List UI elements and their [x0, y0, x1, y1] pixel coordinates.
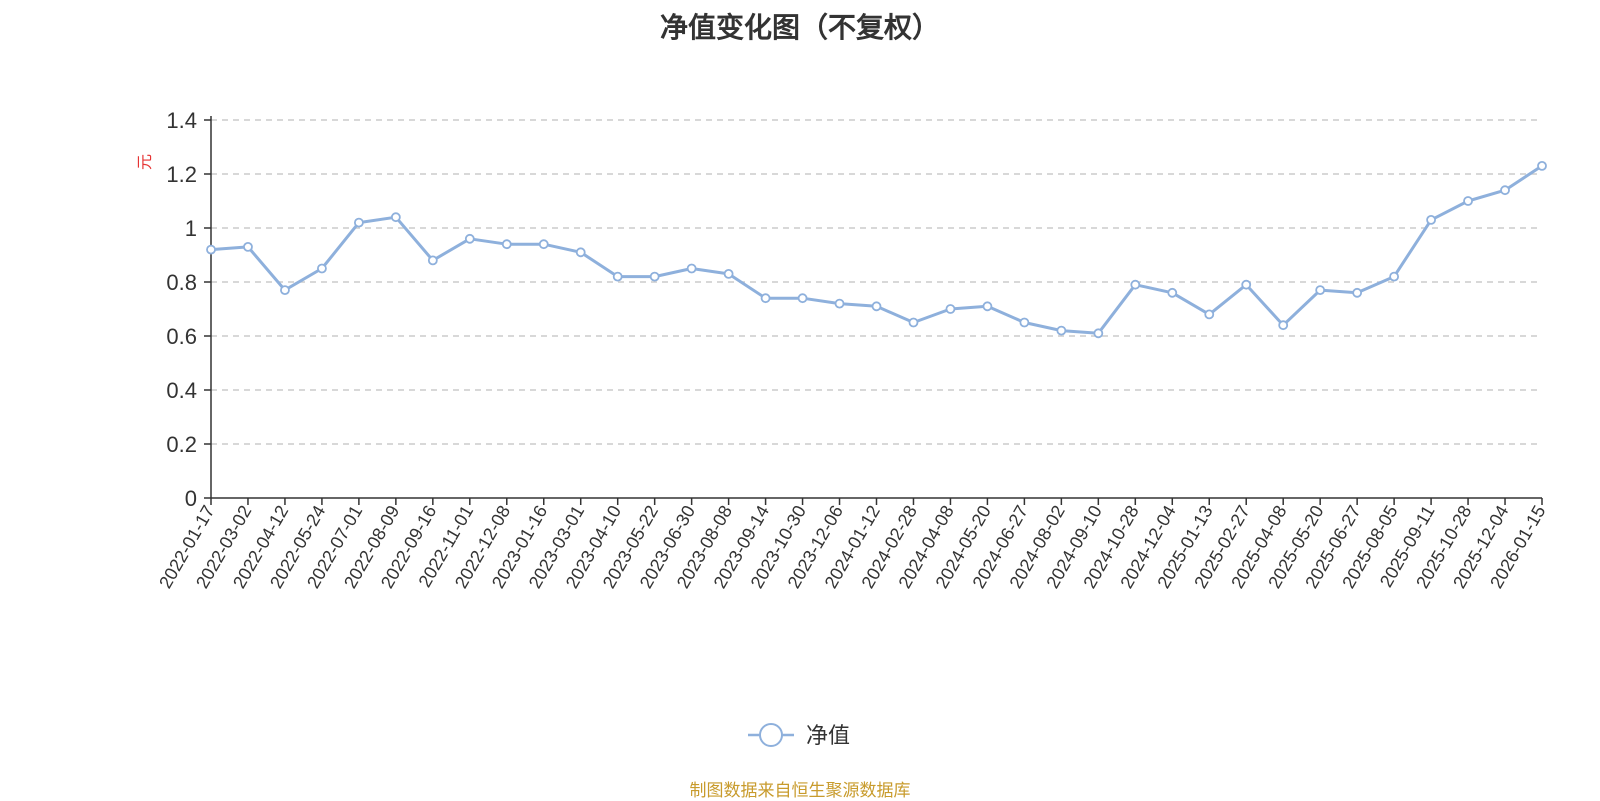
data-point[interactable] [1500, 185, 1510, 196]
data-point[interactable] [464, 233, 475, 244]
data-point[interactable] [1204, 309, 1215, 320]
data-point[interactable] [390, 212, 401, 223]
data-point[interactable] [908, 317, 919, 328]
chart-title: 净值变化图（不复权） [659, 12, 940, 43]
data-point[interactable] [1093, 328, 1104, 339]
data-point[interactable] [501, 239, 512, 250]
data-point[interactable] [317, 263, 327, 274]
data-point[interactable] [649, 271, 660, 282]
y-tick-label: 1.2 [166, 162, 197, 187]
legend[interactable]: 净值 [748, 723, 850, 748]
legend-marker-icon [759, 723, 783, 747]
data-point[interactable] [1130, 279, 1141, 290]
legend-label[interactable]: 净值 [806, 723, 850, 748]
data-point[interactable] [1352, 287, 1363, 298]
y-tick-label: 0.8 [166, 270, 197, 295]
y-tick-label: 1 [185, 216, 197, 241]
y-axis-label: 元 [137, 154, 154, 170]
data-point[interactable] [243, 241, 253, 252]
y-tick-label: 0.4 [166, 378, 197, 403]
grid-lines [211, 119, 1542, 445]
data-point[interactable] [427, 255, 438, 266]
data-point[interactable] [206, 244, 216, 255]
data-point[interactable] [797, 293, 808, 304]
data-point[interactable] [982, 301, 993, 312]
data-point[interactable] [1056, 325, 1067, 336]
y-tick-label: 0.2 [166, 432, 197, 457]
data-point[interactable] [1167, 287, 1178, 298]
data-point[interactable] [353, 217, 364, 228]
data-point[interactable] [686, 263, 697, 274]
data-point[interactable] [612, 271, 623, 282]
data-point[interactable] [280, 285, 290, 296]
data-point[interactable] [871, 301, 882, 312]
y-tick-label: 0.6 [166, 324, 197, 349]
data-point[interactable] [1389, 271, 1400, 282]
data-point[interactable] [538, 239, 549, 250]
data-point[interactable] [760, 293, 771, 304]
data-point[interactable] [723, 268, 734, 279]
data-point[interactable] [1241, 279, 1252, 290]
series-layer [206, 160, 1547, 339]
data-point[interactable] [1463, 196, 1473, 206]
y-tick-label: 0 [185, 486, 197, 511]
axes: 00.20.40.60.811.21.42022-01-172022-03-02… [155, 108, 1549, 592]
data-point[interactable] [1537, 160, 1547, 171]
y-tick-label: 1.4 [166, 108, 197, 133]
data-point[interactable] [1315, 285, 1326, 296]
data-point[interactable] [834, 298, 845, 309]
data-point[interactable] [1278, 320, 1289, 331]
data-point[interactable] [1019, 317, 1030, 328]
data-point[interactable] [1426, 214, 1436, 225]
data-source-note: 制图数据来自恒生聚源数据库 [689, 781, 911, 800]
data-point[interactable] [575, 247, 586, 258]
data-point[interactable] [945, 304, 956, 314]
